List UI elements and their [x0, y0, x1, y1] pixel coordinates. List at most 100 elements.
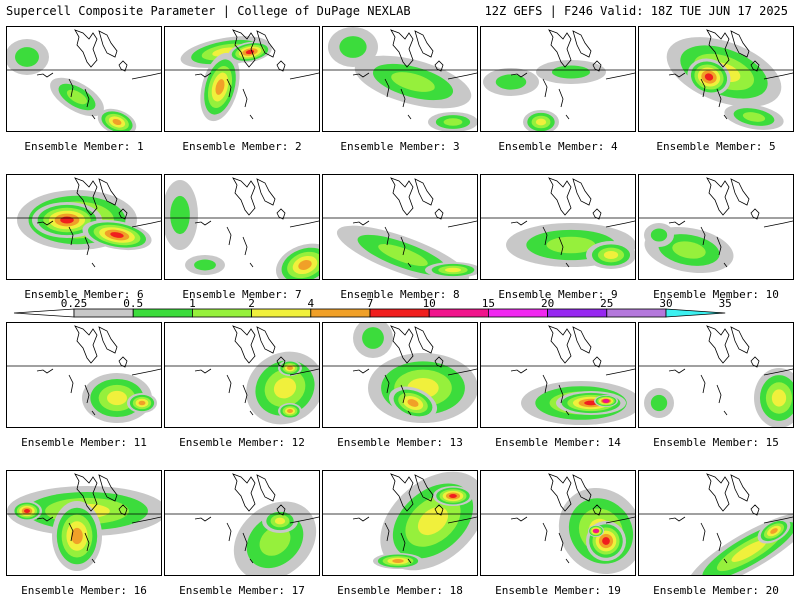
ensemble-member-map	[164, 174, 320, 280]
ensemble-member-map	[638, 174, 794, 280]
scp-contour	[672, 241, 706, 259]
scp-contour	[546, 236, 596, 254]
coastline-boundary	[400, 88, 406, 108]
coastline-boundary	[723, 262, 728, 268]
colorbar-low-arrow	[13, 308, 75, 318]
ensemble-member-label: Ensemble Member: 20	[653, 584, 779, 597]
map-field	[639, 177, 793, 274]
map-field	[7, 473, 161, 571]
coastline-boundary	[407, 114, 412, 120]
scp-contour	[339, 36, 367, 58]
coastline-boundary	[352, 220, 370, 226]
coastline-boundary	[256, 30, 276, 58]
colorbar-swatch	[547, 308, 608, 318]
colorbar-tick-label: 10	[422, 297, 436, 310]
coastline-boundary	[750, 504, 760, 516]
ensemble-member-map	[6, 470, 162, 576]
coastline-boundary	[542, 78, 548, 98]
coastline-boundary	[232, 177, 256, 216]
coastline-boundary	[390, 473, 414, 512]
coastline-boundary	[414, 178, 434, 206]
coastline-boundary	[276, 356, 286, 368]
coastline-boundary	[276, 504, 286, 516]
scp-contour	[273, 377, 297, 399]
coastline-boundary	[226, 78, 232, 98]
ensemble-member-map	[322, 322, 478, 428]
coastline-boundary	[98, 178, 118, 206]
colorbar-high-arrow	[665, 308, 726, 318]
ensemble-member-label: Ensemble Member: 11	[21, 436, 147, 449]
coastline-boundary	[249, 410, 254, 416]
colorbar-tick-label: 30	[659, 297, 673, 310]
scp-contour	[15, 47, 39, 67]
map-field	[7, 325, 161, 423]
coastline-boundary	[131, 516, 161, 524]
coastline-boundary	[384, 226, 390, 246]
coastline-boundary	[548, 473, 572, 512]
colorbar-tick-label: 2	[248, 297, 255, 310]
colorbar-tick-label: 1	[189, 297, 196, 310]
coastline-boundary	[84, 384, 90, 404]
coastline-boundary	[716, 236, 722, 256]
colorbar-swatch	[606, 308, 667, 318]
coastline-boundary	[706, 325, 730, 364]
coastline-boundary	[384, 522, 390, 542]
coastline-boundary	[763, 368, 793, 376]
coastline-boundary	[700, 226, 706, 246]
coastline-boundary	[384, 78, 390, 98]
map-field	[323, 323, 477, 423]
coastline-boundary	[74, 29, 98, 68]
coastline-boundary	[434, 60, 444, 72]
ensemble-member-label: Ensemble Member: 6	[24, 288, 144, 301]
coastline-boundary	[565, 114, 570, 120]
coastline-boundary	[605, 368, 635, 376]
coastline-boundary	[723, 114, 728, 120]
colorbar-tick-label: 20	[540, 297, 555, 310]
scp-contour	[495, 74, 527, 90]
coastline-boundary	[68, 522, 74, 542]
coastline-boundary	[750, 60, 760, 72]
coastline-boundary	[226, 522, 232, 542]
colorbar-tick-label: 0.25	[60, 297, 88, 310]
map-field	[323, 471, 477, 571]
ensemble-member-map	[480, 26, 636, 132]
coastline-boundary	[194, 368, 212, 374]
coastline-boundary	[91, 410, 96, 416]
coastline-boundary	[565, 262, 570, 268]
coastline-boundary	[118, 356, 128, 368]
scp-contour	[593, 529, 599, 533]
coastline-boundary	[256, 178, 276, 206]
coastline-boundary	[91, 558, 96, 564]
coastline-boundary	[249, 262, 254, 268]
coastline-boundary	[510, 516, 528, 522]
coastline-boundary	[434, 356, 444, 368]
coastline-boundary	[700, 78, 706, 98]
coastline-boundary	[131, 220, 161, 228]
coastline-boundary	[716, 532, 722, 552]
scp-contour	[215, 79, 225, 95]
ensemble-member-map	[322, 26, 478, 132]
coastline-boundary	[194, 516, 212, 522]
coastline-boundary	[289, 368, 319, 376]
coastline-boundary	[447, 368, 477, 376]
scp-contour	[770, 528, 778, 534]
ensemble-member-map	[322, 470, 478, 576]
coastline-boundary	[91, 262, 96, 268]
coastline-boundary	[352, 368, 370, 374]
coastline-boundary	[400, 236, 406, 256]
scp-contour	[771, 389, 787, 407]
ensemble-member-map	[164, 470, 320, 576]
coastline-boundary	[256, 326, 276, 354]
map-field	[7, 29, 161, 131]
coastline-boundary	[289, 516, 319, 524]
coastline-boundary	[400, 384, 406, 404]
scp-contour	[170, 195, 190, 235]
map-field	[639, 473, 793, 575]
coastline-boundary	[98, 326, 118, 354]
coastline-boundary	[558, 384, 564, 404]
ensemble-member-label: Ensemble Member: 15	[653, 436, 779, 449]
coastline-boundary	[242, 236, 248, 256]
ensemble-member-map	[638, 26, 794, 132]
coastline-boundary	[572, 474, 592, 502]
coastline-boundary	[592, 208, 602, 220]
